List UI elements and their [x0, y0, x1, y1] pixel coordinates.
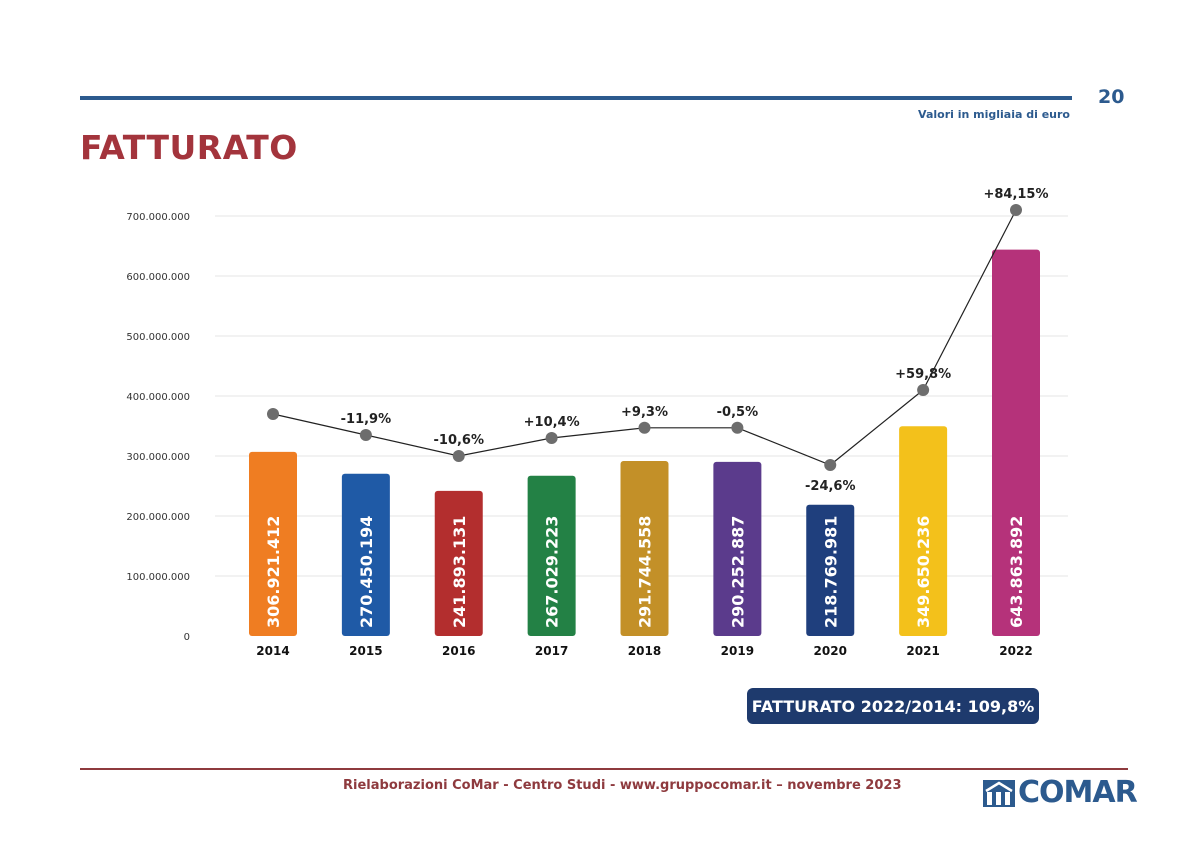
top-rule: [80, 96, 1072, 100]
y-tick-label: 200.000.000: [126, 512, 190, 523]
x-tick-label: 2016: [442, 644, 475, 658]
bar-value-label: 218.769.981: [821, 516, 840, 628]
growth-label: +84,15%: [983, 187, 1048, 202]
bar-2017: [527, 475, 576, 636]
bar-2015: [341, 473, 390, 636]
growth-line-layer: [267, 204, 1022, 471]
bar-value-label: 241.893.131: [450, 516, 469, 628]
y-tick-label: 0: [184, 632, 190, 643]
y-tick-label: 500.000.000: [126, 332, 190, 343]
logo-text: COMAR: [1018, 775, 1138, 810]
growth-label: -24,6%: [805, 479, 856, 494]
x-tick-label: 2020: [814, 644, 847, 658]
bar-value-label: 270.450.194: [357, 516, 376, 628]
x-tick-label: 2021: [906, 644, 939, 658]
y-tick-label: 300.000.000: [126, 452, 190, 463]
y-tick-label: 100.000.000: [126, 572, 190, 583]
growth-point: [359, 429, 372, 441]
growth-point: [638, 421, 651, 434]
x-tick-label: 2014: [256, 644, 289, 658]
bar-value-label: 291.744.558: [636, 516, 655, 628]
growth-point: [452, 450, 465, 462]
bar-value-label: 643.863.892: [1007, 516, 1026, 628]
summary-badge: FATTURATO 2022/2014: 109,8%: [747, 688, 1039, 724]
growth-label: +10,4%: [524, 415, 580, 430]
growth-label: -11,9%: [341, 412, 392, 427]
comar-logo: COMAR: [982, 775, 1138, 810]
growth-label: +59,8%: [895, 367, 951, 382]
bar-2016: [434, 490, 483, 636]
growth-label: +9,3%: [621, 405, 668, 420]
bars-layer: [249, 249, 1040, 636]
x-tick-label: 2017: [535, 644, 568, 658]
bar-2020: [806, 504, 855, 636]
bar-value-label: 267.029.223: [543, 516, 562, 628]
x-tick-label: 2022: [999, 644, 1032, 658]
x-tick-label: 2018: [628, 644, 661, 658]
bar-2021: [899, 426, 948, 636]
growth-label: -0,5%: [717, 405, 758, 420]
bar-value-label: 290.252.887: [728, 516, 747, 628]
y-tick-label: 700.000.000: [126, 212, 190, 223]
bottom-rule: [80, 768, 1128, 770]
bar-2019: [713, 461, 762, 636]
growth-point: [731, 421, 744, 434]
logo-house-icon: [983, 779, 1015, 807]
growth-point: [545, 432, 558, 444]
page-number: 20: [1098, 86, 1125, 108]
growth-point: [267, 408, 279, 420]
bar-2014: [249, 451, 297, 636]
bar-value-label: 306.921.412: [264, 516, 283, 628]
growth-label: -10,6%: [434, 433, 485, 448]
bar-2018: [620, 460, 669, 636]
page-title: FATTURATO: [80, 128, 298, 167]
y-tick-label: 400.000.000: [126, 392, 190, 403]
labels-layer: 0 100.000.000 200.000.000 300.000.000 400.00…: [126, 187, 1048, 658]
bar-value-label: 349.650.236: [914, 516, 933, 628]
footer-credits: Rielaborazioni CoMar - Centro Studi - ww…: [343, 778, 902, 793]
bar-2022: [992, 249, 1040, 636]
growth-point: [1010, 204, 1022, 216]
x-tick-label: 2015: [349, 644, 382, 658]
growth-point: [917, 384, 930, 396]
units-note: Valori in migliaia di euro: [918, 108, 1070, 121]
growth-point: [824, 459, 837, 471]
x-tick-label: 2019: [721, 644, 754, 658]
y-tick-label: 600.000.000: [126, 272, 190, 283]
